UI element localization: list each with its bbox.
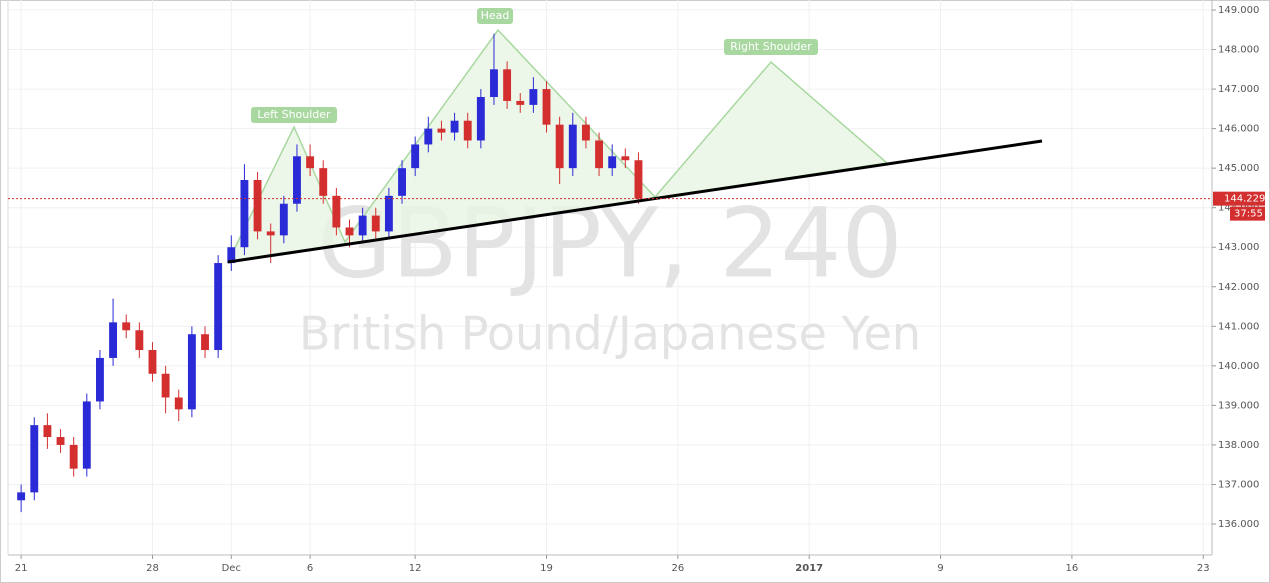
candle-body [174, 397, 183, 410]
trend-line [227, 139, 1043, 264]
candle-body [96, 357, 104, 402]
x-tick-label: 9 [937, 563, 943, 574]
candle-body [43, 425, 52, 438]
candle-body [490, 69, 498, 97]
y-tick-label: 146.000 [1218, 124, 1259, 135]
candle-body [568, 124, 577, 169]
candle-body [148, 350, 157, 374]
candle-body [266, 231, 275, 236]
candle-body [555, 124, 564, 169]
candle-body [201, 334, 209, 351]
candle-body [581, 124, 590, 141]
candle-body [56, 437, 65, 445]
candle-body [187, 334, 196, 410]
annotation: Head [481, 9, 510, 22]
countdown-label: 37:55 [1234, 209, 1263, 220]
annotation-box [724, 39, 818, 55]
x-tick-label: 12 [409, 563, 422, 574]
candle-body [82, 401, 91, 469]
y-tick-label: 141.000 [1218, 321, 1259, 332]
candle-body [437, 128, 446, 133]
y-tick-label: 136.000 [1218, 519, 1259, 530]
candle-body [332, 195, 341, 228]
y-tick-label: 139.000 [1218, 400, 1259, 411]
candle-body [306, 156, 315, 169]
x-tick-label: 21 [15, 563, 28, 574]
candle-body [542, 89, 551, 125]
candle-body [411, 144, 420, 169]
candle-body [122, 322, 131, 331]
watermark-name: British Pound/Japanese Yen [299, 307, 921, 361]
candle-body [358, 215, 367, 236]
candle-body [253, 180, 262, 232]
candle-body [135, 330, 144, 351]
annotation: Right Shoulder [730, 40, 812, 53]
candle-body [161, 373, 170, 398]
y-tick-label: 148.000 [1218, 45, 1259, 56]
y-tick-label: 145.000 [1218, 163, 1259, 174]
candle-body [214, 263, 223, 351]
y-tick-label: 143.000 [1218, 242, 1259, 253]
candle-body [516, 100, 525, 105]
x-tick-label: 26 [671, 563, 684, 574]
candle-body [279, 203, 288, 236]
y-tick-label: 140.000 [1218, 361, 1259, 372]
candle-body [450, 120, 459, 133]
candle-body [345, 227, 354, 236]
candle-body [227, 247, 236, 264]
x-tick-label: Dec [222, 563, 241, 574]
candle-body [293, 156, 301, 204]
y-tick-label: 149.000 [1218, 5, 1259, 16]
last-price-label: 144.229 [1224, 194, 1265, 205]
candle-body [69, 444, 78, 469]
candle-body [17, 492, 26, 501]
axes: 136.000 137.000 138.000 139.000 140.000 141.0… [8, 5, 1265, 574]
candle-body [621, 156, 630, 161]
candle-body [319, 168, 328, 196]
candle-body [476, 96, 485, 141]
candle-body [424, 128, 433, 145]
candles [17, 33, 643, 513]
candle-body [371, 215, 380, 232]
candle-body [463, 120, 472, 141]
candle-body [608, 156, 617, 169]
candle-body [595, 140, 603, 169]
annotation: Left Shoulder [257, 108, 331, 121]
x-tick-label: 28 [146, 563, 159, 574]
y-tick-label: 147.000 [1218, 84, 1259, 95]
candle-body [240, 180, 249, 248]
candle-body [503, 69, 512, 101]
x-tick-label: 2017 [795, 563, 823, 574]
y-tick-label: 142.000 [1218, 282, 1259, 293]
annotation-box [477, 8, 513, 24]
x-tick-label: 19 [540, 563, 553, 574]
annotation-box [251, 107, 337, 123]
candle-body [384, 195, 393, 232]
x-tick-label: 23 [1197, 563, 1210, 574]
countdown-box [1230, 206, 1265, 221]
candle-body [529, 89, 538, 105]
candle-body [30, 425, 39, 493]
x-tick-label: 16 [1066, 563, 1079, 574]
last-price-box [1213, 191, 1265, 206]
x-tick-label: 6 [307, 563, 313, 574]
y-tick-label: 137.000 [1218, 479, 1259, 490]
candle-body [634, 160, 643, 199]
candle-body [109, 322, 118, 358]
candle-body [398, 168, 406, 196]
y-tick-label: 138.000 [1218, 440, 1259, 451]
